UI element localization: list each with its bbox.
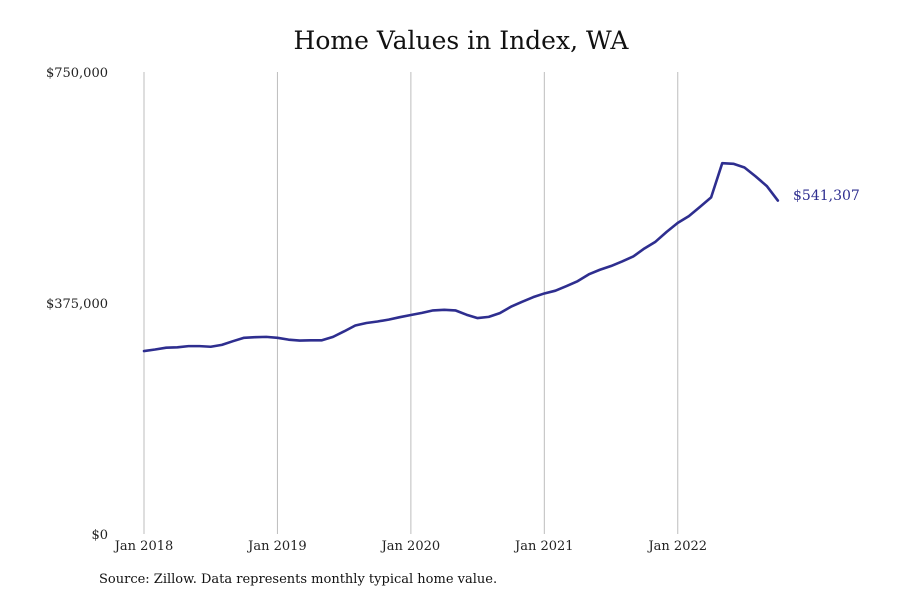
label-layer: $541,307 (793, 188, 860, 204)
x-tick-label: Jan 2021 (513, 539, 574, 554)
y-tick-label: $0 (91, 528, 108, 543)
end-value-label: $541,307 (793, 188, 860, 204)
chart-title: Home Values in Index, WA (293, 26, 629, 55)
source-note: Source: Zillow. Data represents monthly … (99, 572, 498, 587)
x-tick-label: Jan 2022 (646, 539, 707, 554)
x-tick-label: Jan 2018 (113, 539, 174, 554)
x-tick-label: Jan 2019 (246, 539, 307, 554)
series-layer (142, 161, 780, 353)
x-axis-ticks: Jan 2018 Jan 2019 Jan 2020 Jan 2021 Jan 2022 (113, 539, 707, 554)
series-line (142, 161, 780, 353)
y-axis-ticks: $0 $375,000 $750,000 (46, 66, 108, 543)
y-tick-label: $375,000 (46, 297, 108, 312)
x-tick-label: Jan 2020 (380, 539, 441, 554)
y-tick-label: $750,000 (46, 66, 108, 81)
gridlines (143, 72, 679, 534)
